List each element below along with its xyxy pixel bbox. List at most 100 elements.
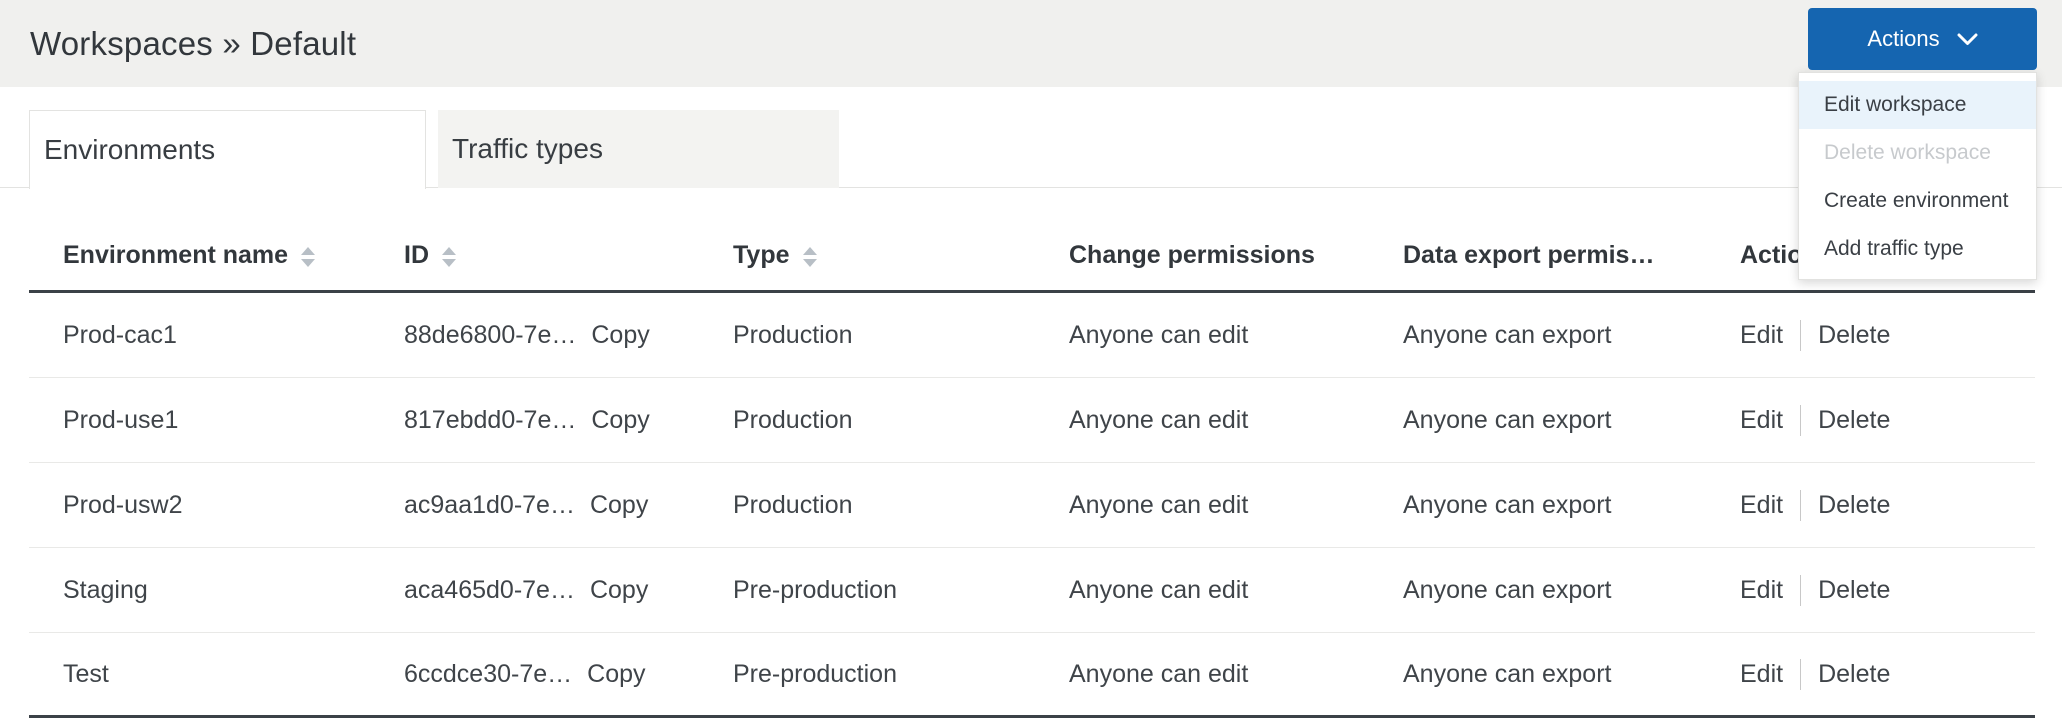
tab-environments[interactable]: Environments	[29, 110, 426, 189]
column-header-label: Type	[733, 241, 790, 269]
cell-actions: Edit Delete	[1706, 463, 2035, 547]
column-header-environment-name[interactable]: Environment name	[29, 188, 370, 290]
cell-environment-name: Prod-usw2	[29, 463, 370, 547]
change-permissions-value: Anyone can edit	[1069, 320, 1249, 349]
action-divider	[1800, 489, 1802, 521]
cell-change-permissions: Anyone can edit	[1035, 633, 1369, 715]
menu-item-add-traffic-type[interactable]: Add traffic type	[1824, 237, 1964, 260]
data-export-permissions-value: Anyone can export	[1403, 320, 1612, 349]
delete-environment-link[interactable]: Delete	[1818, 575, 1891, 604]
cell-actions: Edit Delete	[1706, 548, 2035, 632]
edit-environment-link[interactable]: Edit	[1740, 575, 1784, 604]
menu-item-delete-workspace[interactable]: Delete workspace	[1824, 141, 1991, 164]
environment-id: 6ccdce30-7e…	[404, 659, 573, 688]
action-divider	[1800, 319, 1802, 351]
cell-type: Production	[699, 463, 1035, 547]
action-divider	[1800, 574, 1802, 606]
tab-bar: Environments Traffic types	[0, 87, 2062, 189]
cell-id: aca465d0-7e… Copy	[370, 548, 699, 632]
data-export-permissions-value: Anyone can export	[1403, 405, 1612, 434]
cell-environment-name: Prod-cac1	[29, 293, 370, 377]
table-row: Staging aca465d0-7e… Copy Pre-production…	[29, 548, 2035, 633]
menu-item-create-environment[interactable]: Create environment	[1824, 189, 2009, 212]
environment-id: 88de6800-7e…	[404, 320, 577, 349]
change-permissions-value: Anyone can edit	[1069, 405, 1249, 434]
table-row: Prod-usw2 ac9aa1d0-7e… Copy Production A…	[29, 463, 2035, 548]
table-row: Prod-cac1 88de6800-7e… Copy Production A…	[29, 293, 2035, 378]
cell-environment-name: Test	[29, 633, 370, 715]
actions-dropdown-menu: Edit workspace Delete workspace Create e…	[1798, 72, 2037, 280]
environment-type: Production	[733, 490, 853, 519]
copy-id-link[interactable]: Copy	[587, 659, 646, 688]
cell-data-export-permissions: Anyone can export	[1369, 548, 1706, 632]
edit-environment-link[interactable]: Edit	[1740, 405, 1784, 434]
data-export-permissions-value: Anyone can export	[1403, 490, 1612, 519]
column-header-label: ID	[404, 241, 429, 269]
cell-id: 817ebdd0-7e… Copy	[370, 378, 699, 462]
column-header-label: Environment name	[63, 241, 289, 269]
tab-traffic-types-label: Traffic types	[452, 133, 603, 164]
cell-change-permissions: Anyone can edit	[1035, 463, 1369, 547]
cell-data-export-permissions: Anyone can export	[1369, 463, 1706, 547]
table-row: Prod-use1 817ebdd0-7e… Copy Production A…	[29, 378, 2035, 463]
actions-button[interactable]: Actions	[1808, 8, 2037, 70]
column-header-id[interactable]: ID	[370, 188, 699, 290]
tab-traffic-types[interactable]: Traffic types	[438, 110, 839, 188]
environment-type: Pre-production	[733, 575, 897, 604]
cell-actions: Edit Delete	[1706, 633, 2035, 715]
cell-change-permissions: Anyone can edit	[1035, 293, 1369, 377]
copy-id-link[interactable]: Copy	[591, 405, 650, 434]
edit-environment-link[interactable]: Edit	[1740, 490, 1784, 519]
change-permissions-value: Anyone can edit	[1069, 575, 1249, 604]
column-header-change-permissions: Change permissions	[1035, 188, 1369, 290]
action-divider	[1800, 658, 1802, 690]
menu-item-edit-workspace[interactable]: Edit workspace	[1799, 81, 2036, 129]
cell-environment-name: Staging	[29, 548, 370, 632]
column-header-data-export-permissions: Data export permis…	[1369, 188, 1706, 290]
edit-environment-link[interactable]: Edit	[1740, 320, 1784, 349]
sort-icon[interactable]	[442, 247, 456, 267]
change-permissions-value: Anyone can edit	[1069, 490, 1249, 519]
table-header-row: Environment name ID Type Change permissi…	[29, 188, 2035, 293]
cell-change-permissions: Anyone can edit	[1035, 378, 1369, 462]
delete-environment-link[interactable]: Delete	[1818, 490, 1891, 519]
environment-name: Staging	[63, 575, 148, 604]
sort-icon[interactable]	[301, 247, 316, 267]
edit-environment-link[interactable]: Edit	[1740, 659, 1784, 688]
environment-id: 817ebdd0-7e…	[404, 405, 577, 434]
environments-table: Environment name ID Type Change permissi…	[29, 188, 2035, 718]
change-permissions-value: Anyone can edit	[1069, 659, 1249, 688]
environment-name: Prod-usw2	[63, 490, 183, 519]
environment-name: Prod-use1	[63, 405, 179, 434]
environment-type: Production	[733, 320, 853, 349]
cell-change-permissions: Anyone can edit	[1035, 548, 1369, 632]
data-export-permissions-value: Anyone can export	[1403, 575, 1612, 604]
environment-id: ac9aa1d0-7e…	[404, 490, 575, 519]
cell-data-export-permissions: Anyone can export	[1369, 633, 1706, 715]
chevron-down-icon	[1957, 33, 1978, 45]
page-title: Workspaces » Default	[30, 24, 357, 62]
column-header-type[interactable]: Type	[699, 188, 1035, 290]
copy-id-link[interactable]: Copy	[591, 320, 650, 349]
cell-actions: Edit Delete	[1706, 293, 2035, 377]
table-row: Test 6ccdce30-7e… Copy Pre-production An…	[29, 633, 2035, 718]
delete-environment-link[interactable]: Delete	[1818, 405, 1891, 434]
action-divider	[1800, 404, 1802, 436]
cell-data-export-permissions: Anyone can export	[1369, 378, 1706, 462]
delete-environment-link[interactable]: Delete	[1818, 320, 1891, 349]
cell-type: Pre-production	[699, 633, 1035, 715]
copy-id-link[interactable]: Copy	[589, 575, 649, 604]
title-bar: Workspaces » Default	[0, 0, 2062, 87]
cell-type: Production	[699, 378, 1035, 462]
cell-id: 6ccdce30-7e… Copy	[370, 633, 699, 715]
cell-environment-name: Prod-use1	[29, 378, 370, 462]
copy-id-link[interactable]: Copy	[589, 490, 649, 519]
environment-name: Test	[63, 659, 109, 688]
cell-type: Pre-production	[699, 548, 1035, 632]
sort-icon[interactable]	[802, 247, 817, 267]
cell-data-export-permissions: Anyone can export	[1369, 293, 1706, 377]
cell-id: 88de6800-7e… Copy	[370, 293, 699, 377]
environment-type: Pre-production	[733, 659, 897, 688]
delete-environment-link[interactable]: Delete	[1818, 659, 1891, 688]
